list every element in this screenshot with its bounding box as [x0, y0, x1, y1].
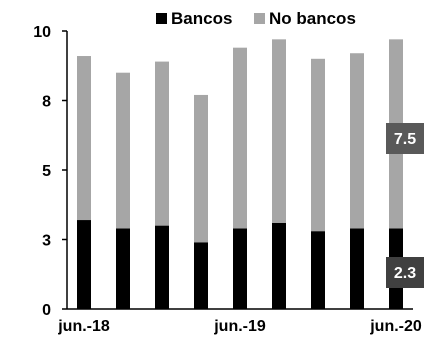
bar-no-bancos-3 [155, 62, 169, 226]
data-label-2: 2.3 [394, 265, 416, 282]
bar-no-bancos-2 [116, 73, 130, 229]
y-tick-label-1: 0 [42, 302, 51, 319]
bar-no-bancos-4 [194, 95, 208, 242]
x-tick-label-3: jun.-20 [369, 318, 422, 335]
bar-bancos-2 [116, 228, 130, 309]
bar-bancos-8 [350, 228, 364, 309]
bar-no-bancos-5 [233, 48, 247, 229]
legend-swatch-1 [156, 13, 167, 24]
bar-bancos-6 [272, 223, 286, 309]
bar-bancos-5 [233, 228, 247, 309]
bar-no-bancos-8 [350, 53, 364, 228]
x-tick-label-2: jun.-19 [213, 318, 266, 335]
y-tick-label-5: 10 [33, 24, 51, 41]
bar-bancos-1 [77, 220, 91, 309]
y-tick-label-3: 5 [42, 163, 51, 180]
y-tick-label-2: 3 [42, 233, 51, 250]
bar-no-bancos-1 [77, 56, 91, 220]
bar-bancos-3 [155, 226, 169, 309]
legend-label-2: No bancos [269, 9, 356, 28]
bar-bancos-7 [311, 231, 325, 309]
bars [77, 39, 403, 309]
y-tick-label-4: 8 [42, 94, 51, 111]
x-tick-label-1: jun.-18 [57, 318, 110, 335]
data-label-1: 7.5 [394, 131, 416, 148]
bar-no-bancos-7 [311, 59, 325, 231]
legend-label-1: Bancos [171, 9, 232, 28]
legend-swatch-2 [254, 13, 265, 24]
legend: Bancos No bancos [156, 9, 356, 28]
bar-no-bancos-6 [272, 39, 286, 222]
bar-bancos-4 [194, 242, 208, 309]
